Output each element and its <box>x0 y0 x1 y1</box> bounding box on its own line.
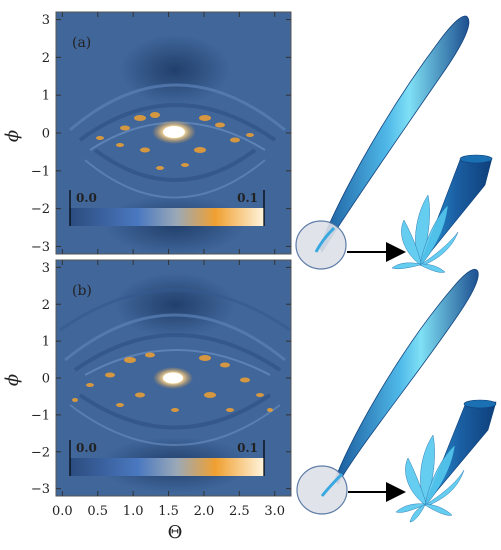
x-tick-label: 1.5 <box>158 504 179 519</box>
y-axis-label-b: ϕ <box>2 374 23 386</box>
colorbar-b: 0.0 0.1 <box>69 440 265 476</box>
y-axis-label-a: ϕ <box>2 130 23 142</box>
y-tick-label-a: −3 <box>31 240 50 255</box>
y-tick-label-a: −2 <box>31 202 50 217</box>
heatmap-panel-b: (b) 0.0 0.1 <box>55 259 292 497</box>
y-tick-label-a: 1 <box>42 89 50 104</box>
y-tick-label-b: −2 <box>31 445 50 460</box>
panel-label-a: (a) <box>72 35 91 51</box>
heatmap-panel-a: (a) 0.0 0.1 <box>55 11 292 255</box>
colorbar-a-max: 0.1 <box>237 191 258 205</box>
x-tick-label: 0.5 <box>87 504 108 519</box>
x-tick-label: 2.5 <box>229 504 250 519</box>
y-tick-label-a: 0 <box>42 127 50 142</box>
radiation-lobe-b <box>296 268 497 523</box>
radiation-lobe-a <box>295 15 493 273</box>
x-tick-label: 1.0 <box>123 504 144 519</box>
y-tick-label-b: 0 <box>42 372 50 387</box>
zoom-lobes-a <box>391 154 493 273</box>
x-tick-label: 0.0 <box>52 504 73 519</box>
x-tick-label: 3.0 <box>264 504 285 519</box>
colorbar-a-min: 0.0 <box>76 191 97 205</box>
main-lobe-b <box>334 268 479 485</box>
colorbar-b-max: 0.1 <box>237 441 258 455</box>
y-tick-label-b: −1 <box>31 408 50 423</box>
y-tick-label-a: 3 <box>42 13 50 28</box>
main-lobe-a <box>319 15 470 253</box>
colorbar-b-min: 0.0 <box>76 441 97 455</box>
x-tick-label: 2.0 <box>194 504 215 519</box>
y-tick-label-b: 2 <box>42 298 50 313</box>
colorbar-a-gradient <box>70 208 264 226</box>
colorbar-b-gradient <box>70 458 264 476</box>
y-tick-label-a: −1 <box>31 164 50 179</box>
x-axis-label: Θ <box>168 522 183 543</box>
y-tick-label-a: 2 <box>42 51 50 66</box>
y-tick-label-b: 3 <box>42 261 50 276</box>
zoom-circle-b <box>296 465 348 515</box>
y-tick-label-b: −3 <box>31 482 50 497</box>
y-tick-label-b: 1 <box>42 335 50 350</box>
zoom-lobes-b <box>395 399 497 523</box>
panel-label-b: (b) <box>72 283 92 299</box>
heatmap-b-pattern <box>59 273 291 493</box>
colorbar-a: 0.0 0.1 <box>69 190 265 226</box>
